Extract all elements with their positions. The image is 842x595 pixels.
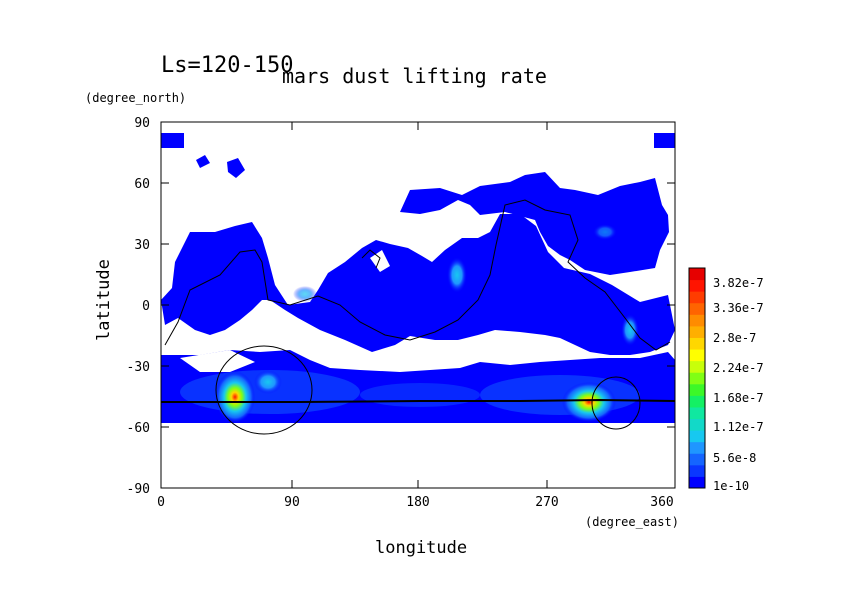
contour-north-strip-2 bbox=[654, 133, 675, 148]
zonal-mean-line bbox=[161, 398, 675, 403]
colorbar-band-13 bbox=[689, 325, 705, 338]
contour-north-blob-1 bbox=[196, 155, 210, 168]
contour-gap-2 bbox=[460, 340, 485, 362]
hotspot-lon300-north bbox=[593, 224, 617, 240]
contour-north-strip-1 bbox=[161, 133, 184, 148]
colorbar-label-7: 3.82e-7 bbox=[713, 276, 764, 290]
y-tick-minus60: -60 bbox=[127, 421, 150, 436]
chart-subtitle: Ls=120-150 bbox=[161, 53, 293, 78]
y-tick-60: 60 bbox=[134, 177, 150, 192]
colorbar-band-1 bbox=[689, 464, 705, 477]
hotspot-lon50-secondary bbox=[254, 370, 282, 394]
chart-title: mars dust lifting rate bbox=[282, 64, 547, 88]
colorbar-label-1: 5.6e-8 bbox=[713, 451, 756, 465]
y-tick-labels: 90 60 30 0 -30 -60 -90 bbox=[127, 116, 150, 497]
y-tick-90: 90 bbox=[134, 116, 150, 131]
topography-ring-hellas bbox=[215, 345, 313, 435]
colorbar bbox=[689, 268, 705, 489]
colorbar-band-15 bbox=[689, 302, 705, 315]
x-tick-270: 270 bbox=[535, 495, 558, 510]
hotspot-lon302 bbox=[562, 382, 616, 422]
contour-south-shade-3 bbox=[360, 383, 480, 407]
contour-equatorial-band bbox=[161, 214, 675, 355]
colorbar-label-3: 1.68e-7 bbox=[713, 391, 764, 405]
x-ticks bbox=[160, 122, 676, 488]
colorbar-label-0: 1e-10 bbox=[713, 479, 749, 493]
y-tick-minus30: -30 bbox=[127, 360, 150, 375]
colorbar-band-16 bbox=[689, 291, 705, 304]
colorbar-band-12 bbox=[689, 337, 705, 350]
topography-contour-1 bbox=[164, 199, 671, 351]
hotspot-lon328 bbox=[621, 314, 639, 346]
x-axis-label: longitude bbox=[375, 538, 467, 558]
colorbar-band-10 bbox=[689, 360, 705, 373]
colorbar-label-2: 1.12e-7 bbox=[713, 420, 764, 434]
colorbar-band-0 bbox=[689, 476, 705, 489]
x-unit-label: (degree_east) bbox=[585, 515, 679, 529]
hotspot-lon50 bbox=[215, 371, 255, 423]
x-tick-0: 0 bbox=[157, 495, 165, 510]
colorbar-label-6: 3.36e-7 bbox=[713, 301, 764, 315]
contour-north-band bbox=[400, 172, 669, 275]
colorbar-band-7 bbox=[689, 395, 705, 408]
y-tick-30: 30 bbox=[134, 238, 150, 253]
colorbar-label-5: 2.8e-7 bbox=[713, 331, 756, 345]
x-tick-labels: 0 90 180 270 360 bbox=[157, 495, 674, 510]
y-unit-label: (degree_north) bbox=[85, 91, 186, 105]
x-tick-360: 360 bbox=[650, 495, 673, 510]
colorbar-band-18 bbox=[689, 268, 705, 281]
y-axis-label: latitude bbox=[94, 259, 114, 341]
colorbar-frame bbox=[688, 267, 706, 489]
y-tick-0: 0 bbox=[142, 299, 150, 314]
dust-field bbox=[161, 133, 675, 435]
colorbar-band-6 bbox=[689, 406, 705, 420]
colorbar-band-9 bbox=[689, 372, 705, 385]
y-tick-minus90: -90 bbox=[127, 482, 150, 497]
colorbar-band-14 bbox=[689, 314, 705, 327]
colorbar-band-17 bbox=[689, 279, 705, 292]
contour-gap-4 bbox=[370, 250, 390, 272]
colorbar-band-3 bbox=[689, 441, 705, 454]
topography-ring-argyre bbox=[591, 376, 641, 430]
contour-gap-3 bbox=[510, 338, 530, 355]
colorbar-labels: 1e-10 5.6e-8 1.12e-7 1.68e-7 2.24e-7 2.8… bbox=[713, 276, 764, 493]
hotspot-lon205 bbox=[447, 257, 467, 293]
colorbar-band-8 bbox=[689, 383, 705, 396]
contour-gap-1 bbox=[180, 350, 255, 372]
contour-north-blob-2 bbox=[227, 158, 245, 178]
x-tick-180: 180 bbox=[406, 495, 429, 510]
y-ticks bbox=[161, 182, 675, 428]
colorbar-label-4: 2.24e-7 bbox=[713, 361, 764, 375]
colorbar-band-4 bbox=[689, 430, 705, 443]
contour-south-shade-2 bbox=[480, 375, 640, 415]
colorbar-band-2 bbox=[689, 453, 705, 466]
hotspot-lon110 bbox=[293, 286, 317, 302]
topography-contour-2 bbox=[361, 249, 381, 269]
colorbar-band-11 bbox=[689, 349, 705, 362]
colorbar-band-5 bbox=[689, 418, 705, 431]
x-tick-90: 90 bbox=[284, 495, 300, 510]
